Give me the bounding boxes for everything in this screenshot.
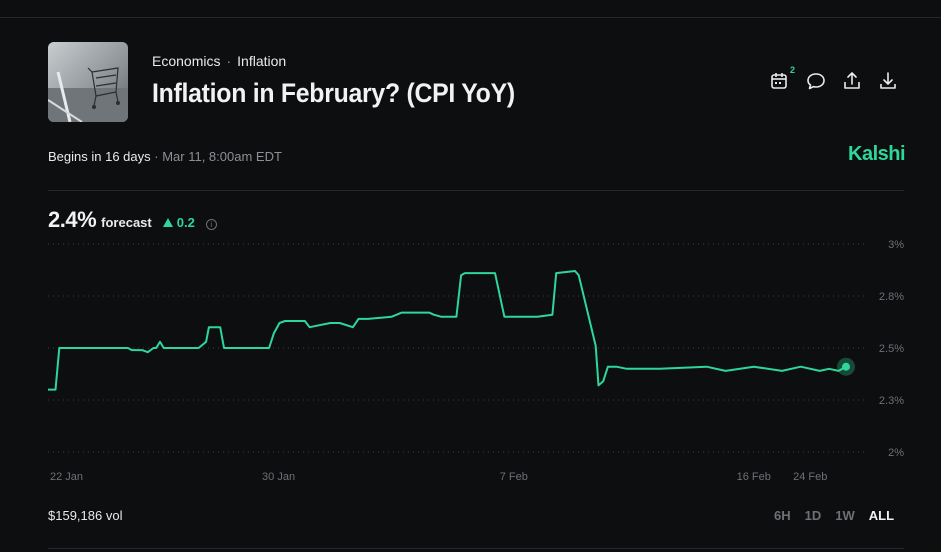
begins-label: Begins in 16 days xyxy=(48,149,151,164)
forecast-value: 2.4% xyxy=(48,207,97,232)
breadcrumb-category[interactable]: Economics xyxy=(152,53,221,69)
forecast-label: forecast xyxy=(101,215,152,230)
volume-label: $159,186 vol xyxy=(48,508,123,523)
range-1d-button[interactable]: 1D xyxy=(804,508,822,523)
x-tick-label: 24 Feb xyxy=(793,471,827,483)
x-tick-label: 30 Jan xyxy=(262,471,295,483)
calendar-icon xyxy=(771,73,787,89)
time-range-selector: 6H 1D 1W ALL xyxy=(774,508,894,523)
kalshi-logo[interactable]: Kalshi xyxy=(848,143,906,165)
info-icon[interactable]: i xyxy=(205,219,217,230)
y-tick-label: 2.8% xyxy=(879,291,904,303)
download-icon xyxy=(880,72,896,89)
section-divider xyxy=(48,190,904,191)
range-1w-button[interactable]: 1W xyxy=(835,508,855,523)
chart-y-axis: 3% 2.8% 2.5% 2.3% 2% xyxy=(879,239,904,459)
market-schedule: Begins in 16 days · Mar 11, 8:00am EDT xyxy=(48,149,282,164)
chat-bubble-icon xyxy=(807,73,825,90)
download-button[interactable] xyxy=(878,70,898,92)
forecast-change: 0.2 xyxy=(162,215,195,230)
y-tick-label: 2% xyxy=(888,447,904,459)
top-cutoff-bar xyxy=(0,0,941,18)
breadcrumb: Economics · Inflation xyxy=(152,53,286,69)
range-6h-button[interactable]: 6H xyxy=(774,508,791,523)
series-line xyxy=(48,270,847,391)
triangle-up-icon xyxy=(162,218,173,227)
x-tick-label: 16 Feb xyxy=(737,471,771,483)
calendar-button[interactable]: 2 xyxy=(770,65,795,92)
market-actions: 2 xyxy=(770,65,898,92)
chart-x-axis: 22 Jan 30 Jan 7 Feb 16 Feb 24 Feb xyxy=(50,471,827,483)
forecast-change-value: 0.2 xyxy=(176,215,195,230)
share-upload-icon xyxy=(844,72,860,89)
x-tick-label: 22 Jan xyxy=(50,471,83,483)
market-thumbnail-image xyxy=(48,42,128,122)
y-tick-label: 2.5% xyxy=(879,343,904,355)
current-point-marker xyxy=(842,362,850,371)
shopping-cart-photo-icon xyxy=(48,42,128,122)
y-tick-label: 2.3% xyxy=(879,395,904,407)
share-button[interactable] xyxy=(842,70,862,92)
breadcrumb-separator: · xyxy=(226,53,232,69)
calendar-count-badge: 2 xyxy=(789,65,795,75)
y-tick-label: 3% xyxy=(888,239,904,251)
forecast-summary: 2.4% forecast 0.2 i xyxy=(48,207,217,233)
bottom-divider xyxy=(48,548,904,549)
range-all-button[interactable]: ALL xyxy=(868,508,895,523)
breadcrumb-subcategory[interactable]: Inflation xyxy=(237,53,287,69)
forecast-line-chart[interactable]: 3% 2.8% 2.5% 2.3% 2% 22 Jan 30 Jan 7 Feb 16 Feb… xyxy=(0,230,941,490)
begins-date: Mar 11, 8:00am EDT xyxy=(162,149,282,164)
x-tick-label: 7 Feb xyxy=(500,471,528,483)
schedule-separator: · xyxy=(154,149,163,164)
comments-button[interactable] xyxy=(806,70,826,92)
market-title: Inflation in February? (CPI YoY) xyxy=(152,78,515,108)
